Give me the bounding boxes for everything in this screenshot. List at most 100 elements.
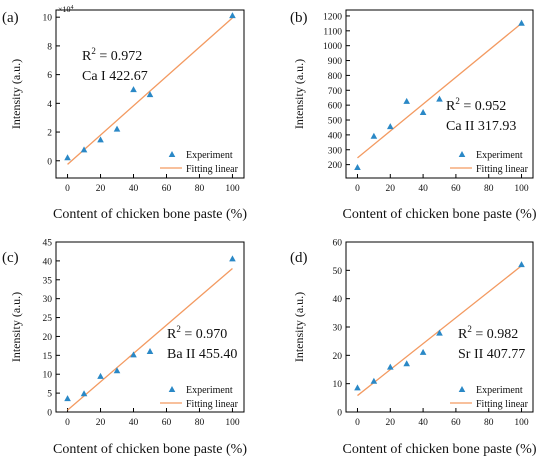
fit-line [67,267,233,411]
y-tick-label: 2 [47,129,52,139]
x-tick-label: 20 [386,418,396,428]
x-axis-label: Content of chicken bone paste (%) [53,442,247,457]
y-tick-label: 600 [328,102,343,112]
panel-tag: (b) [290,10,308,26]
data-point [370,377,378,384]
legend-label-fit: Fitting linear [186,399,239,410]
y-tick-label: 8 [47,42,52,52]
r-squared-label: R2 = 0.972 [82,46,142,64]
y-tick-label: 35 [43,276,53,286]
data-point [419,108,427,115]
data-point [354,163,361,170]
chart-panel-3: 0 20 40 60 80 100 0 5 10 15 20 25 30 35 40 45 Content of… [2,239,247,458]
x-tick-label: 40 [418,184,428,194]
y-tick-label: 400 [328,131,343,141]
y-tick-label: 300 [328,146,343,156]
data-point [97,136,104,143]
y-tick-label: 45 [43,239,53,249]
data-point [146,91,154,98]
y-tick-label: 20 [43,333,53,343]
y-axis-label: Intensity (a.u.) [292,59,306,129]
y-tick-label: 50 [333,267,343,277]
y-tick-label: 500 [328,117,343,127]
emission-line-label: Ca II 317.93 [446,119,516,134]
data-point [130,86,137,93]
legend-marker-experiment [168,386,176,392]
y-tick-label: 0 [337,409,342,419]
y-axis-label: Intensity (a.u.) [9,292,23,362]
y-tick-label: 25 [43,314,53,324]
r-squared-label: R2 = 0.952 [446,96,506,114]
data-point [419,348,427,355]
x-tick-label: 80 [195,418,205,428]
data-point [229,12,236,19]
data-point [518,261,525,268]
data-point [518,19,525,26]
data-point [436,329,443,336]
data-point [80,390,88,397]
x-tick-label: 60 [451,418,461,428]
chart-panel-1: 0 20 40 60 80 100 0 2 4 6 8 10 ×104 Content of chicke… [2,5,247,222]
y-tick-label: 40 [333,295,343,305]
y-tick-label: 10 [333,380,343,390]
legend-label-experiment: Experiment [186,385,233,396]
data-point [386,363,394,370]
legend-label-experiment: Experiment [476,150,523,161]
y-tick-label: 40 [43,257,53,267]
x-tick-label: 60 [162,184,172,194]
x-tick-label: 0 [65,184,70,194]
y-tick-label: 0 [47,409,52,419]
plot-frame [55,9,245,179]
data-point [113,125,121,132]
data-point [386,123,394,130]
legend-label-fit: Fitting linear [476,399,529,410]
y-tick-label: 1200 [323,12,342,22]
y-tick-label: 10 [43,371,53,381]
x-tick-label: 20 [96,418,106,428]
x-tick-label: 0 [65,418,70,428]
y-tick-label: 200 [328,161,343,171]
data-point [403,97,410,104]
x-tick-label: 0 [355,184,360,194]
r-squared-label: R2 = 0.982 [458,324,518,342]
data-point [64,395,71,402]
y-tick-label: 30 [333,324,343,334]
y-tick-label: 1000 [323,42,342,52]
y-tick-label: 0 [47,157,52,167]
data-point [403,360,410,367]
fit-line [357,22,522,159]
x-axis-label: Content of chicken bone paste (%) [343,442,537,457]
legend-label-experiment: Experiment [186,150,233,161]
x-tick-label: 40 [418,418,428,428]
y-multiplier: ×104 [58,5,74,14]
x-tick-label: 100 [225,418,240,428]
data-point [97,372,104,379]
x-tick-label: 20 [96,184,106,194]
data-point [146,347,154,354]
x-tick-label: 60 [451,184,461,194]
emission-line-label: Ba II 455.40 [167,347,237,362]
x-tick-label: 100 [514,184,529,194]
y-tick-label: 10 [43,14,53,24]
y-tick-label: 5 [47,390,52,400]
x-tick-label: 80 [195,184,205,194]
x-tick-label: 80 [484,184,494,194]
plot-frame [345,9,534,179]
data-point [370,132,378,139]
x-tick-label: 100 [225,184,240,194]
x-tick-label: 40 [129,184,139,194]
data-point [80,146,88,153]
data-point [130,351,137,358]
chart-panel-4: 0 20 40 60 80 100 0 10 20 30 40 50 60 Content of chic… [290,239,537,458]
r-squared-label: R2 = 0.970 [167,324,227,342]
legend-marker-experiment [458,151,466,157]
panel-tag: (c) [2,250,19,266]
emission-line-label: Ca I 422.67 [82,69,148,84]
y-tick-label: 800 [328,72,343,82]
chart-panel-2: 0 20 40 60 80 100 200 300 400 500 600 700 800 900 1000… [290,9,537,222]
plot-frame [55,241,245,413]
y-axis-label: Intensity (a.u.) [9,59,23,129]
x-axis-label: Content of chicken bone paste (%) [53,207,247,222]
y-tick-label: 1100 [323,27,342,37]
y-tick-label: 6 [47,71,52,81]
